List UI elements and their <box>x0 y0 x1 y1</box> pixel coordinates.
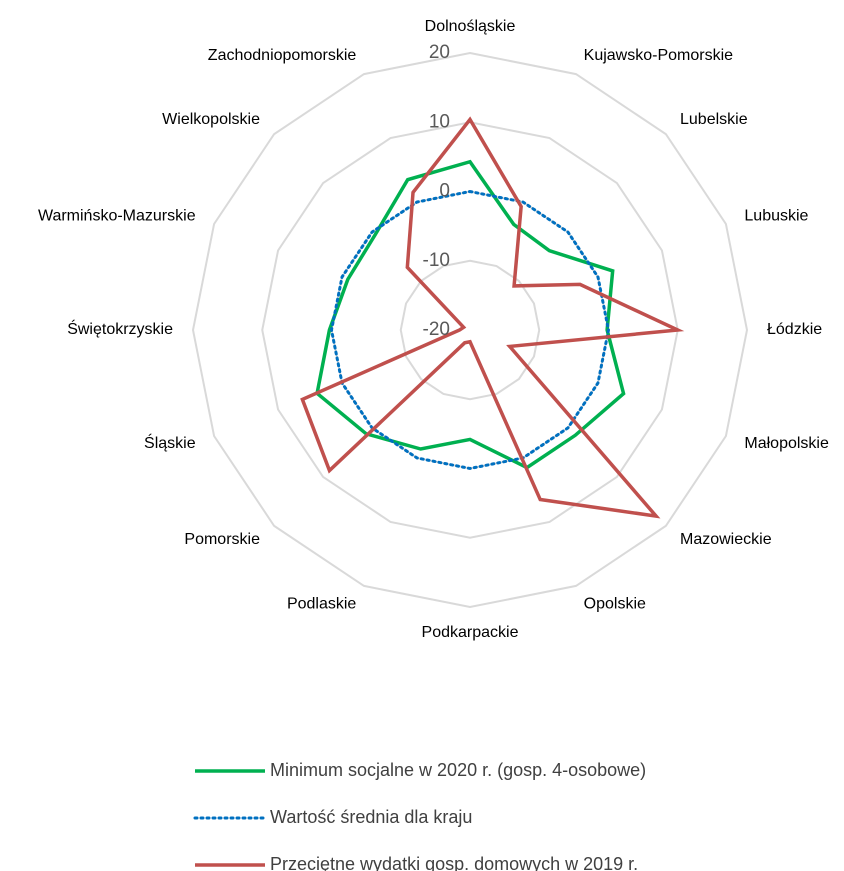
r-tick-label: 10 <box>429 111 450 132</box>
grid-ring <box>399 259 541 401</box>
category-label: Pomorskie <box>184 531 260 548</box>
category-label: Mazowieckie <box>680 531 772 548</box>
category-label: Podlaskie <box>287 596 356 613</box>
category-label: Lubelskie <box>680 111 748 128</box>
legend-label: Przeciętne wydatki gosp. domowych w 2019… <box>270 854 638 871</box>
category-label: Kujawsko-Pomorskie <box>584 47 733 64</box>
grid-ring <box>191 51 749 609</box>
category-label: Warmińsko-Mazurskie <box>38 208 196 225</box>
category-label: Wielkopolskie <box>162 111 260 128</box>
legend-label: Minimum socjalne w 2020 r. (gosp. 4-osob… <box>270 760 646 780</box>
category-label: Łódzkie <box>767 321 822 338</box>
category-label: Małopolskie <box>744 435 829 452</box>
r-tick-label: -10 <box>423 250 450 271</box>
r-tick-label: -20 <box>423 319 450 340</box>
series-line <box>300 116 685 519</box>
series-line <box>315 159 626 470</box>
series-line <box>329 189 611 471</box>
grid-ring <box>261 121 679 539</box>
r-tick-label: 0 <box>439 181 450 202</box>
legend-label: Wartość średnia dla kraju <box>270 807 472 827</box>
category-label: Lubuskie <box>744 208 808 225</box>
category-label: Śląskie <box>144 433 196 452</box>
category-label: Zachodniopomorskie <box>208 47 357 64</box>
category-label: Dolnośląskie <box>425 18 516 35</box>
category-label: Świętokrzyskie <box>67 319 173 338</box>
category-label: Opolskie <box>584 596 646 613</box>
r-tick-label: 20 <box>429 42 450 63</box>
category-label: Podkarpackie <box>422 624 519 641</box>
